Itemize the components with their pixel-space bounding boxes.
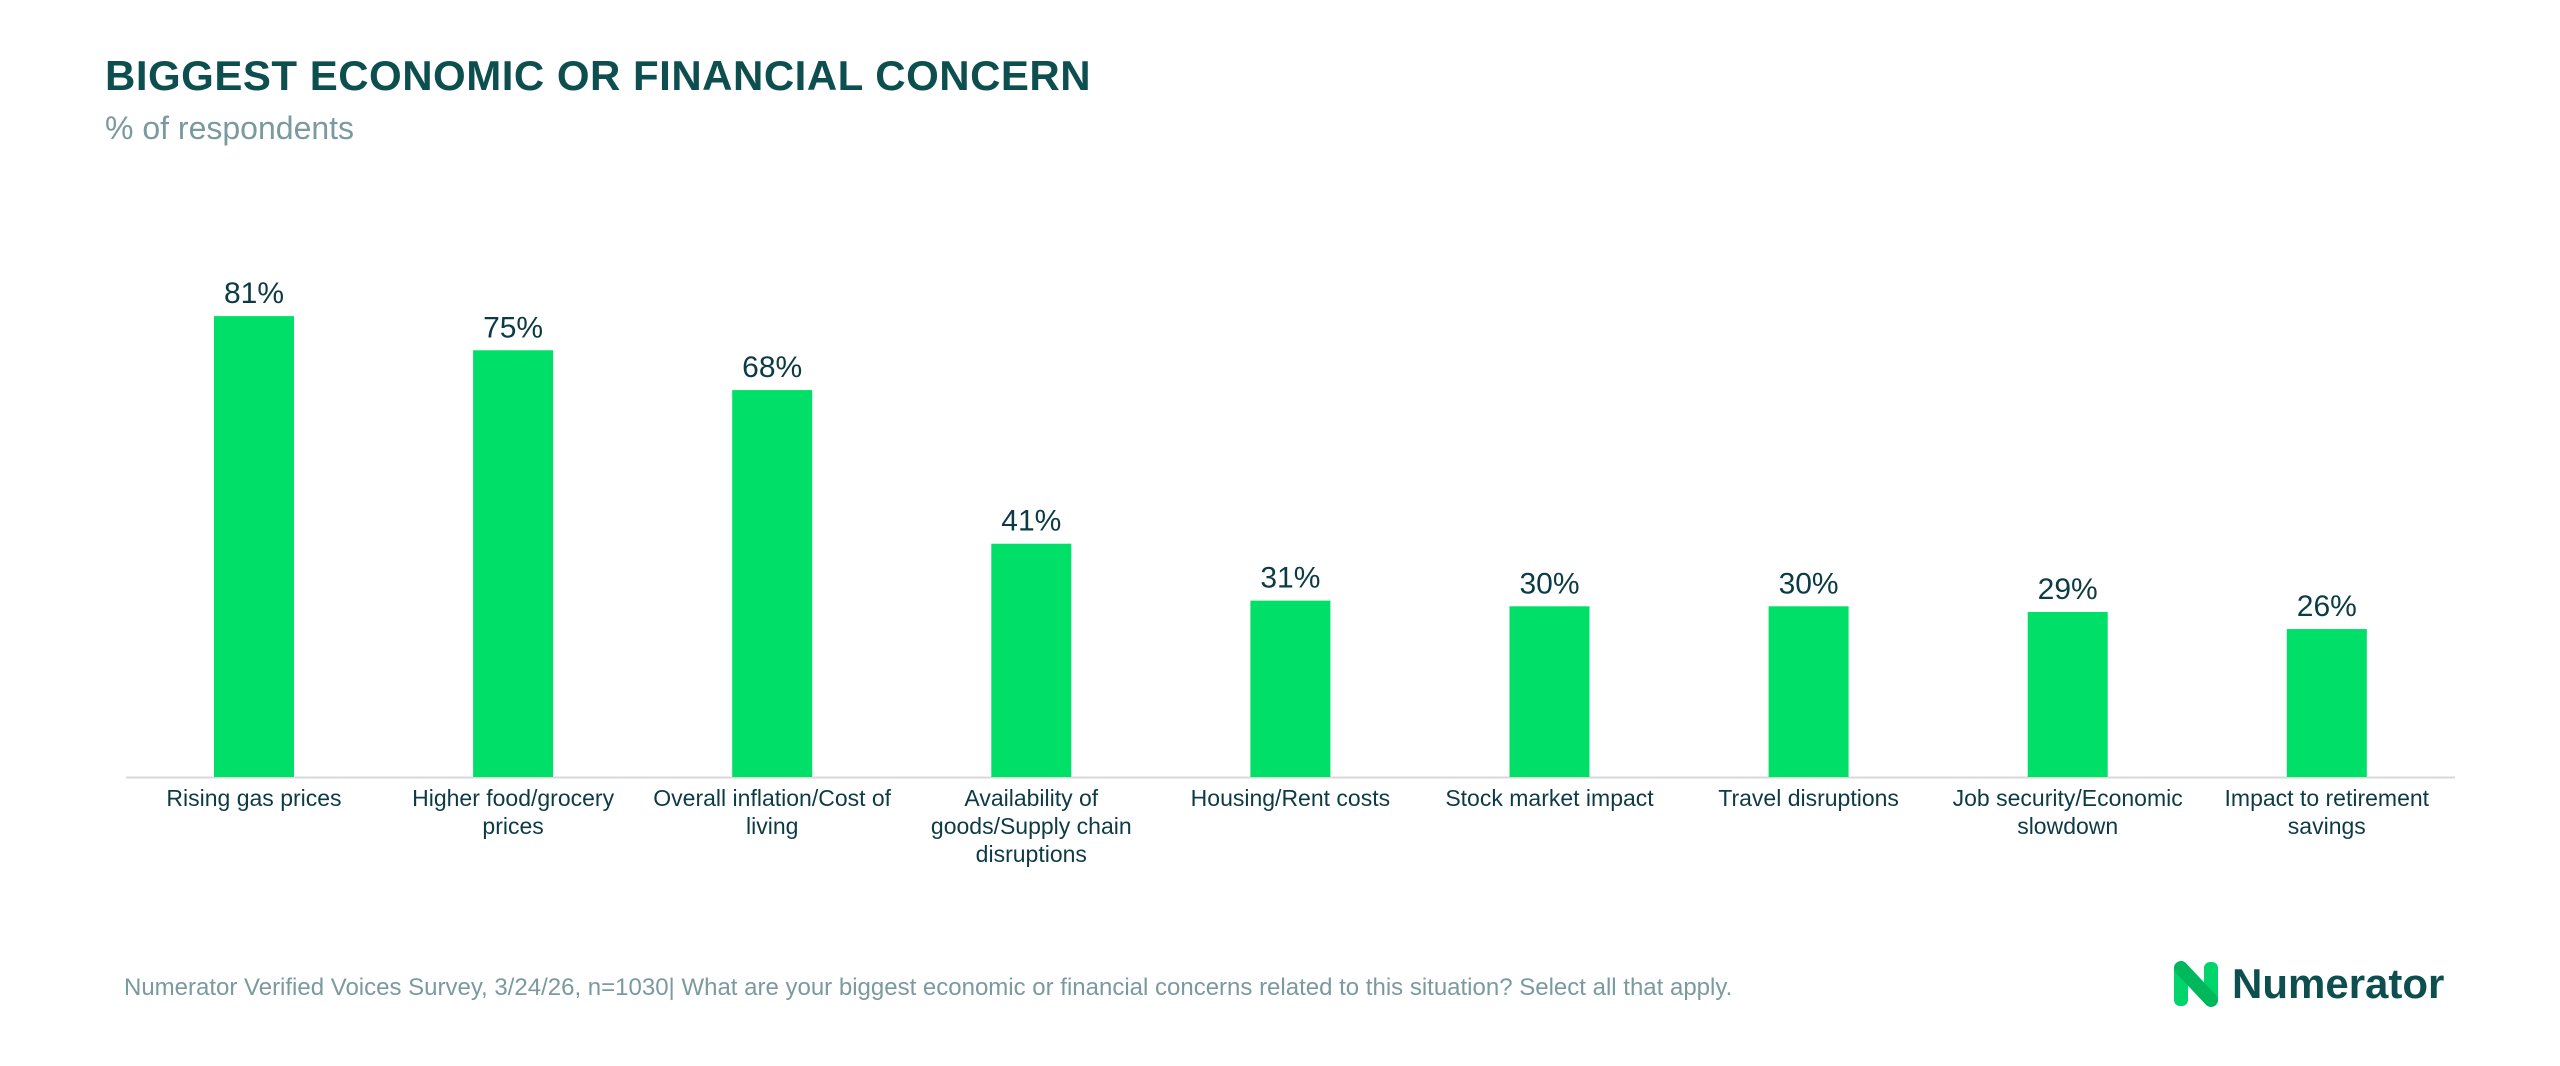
brand-name: Numerator bbox=[2232, 960, 2445, 1007]
data-label: 26% bbox=[2297, 590, 2357, 623]
category-label: Job security/Economic bbox=[1953, 785, 2183, 811]
data-label: 41% bbox=[1001, 505, 1061, 538]
category-label: Rising gas prices bbox=[166, 785, 341, 811]
data-label: 68% bbox=[742, 351, 802, 384]
bar bbox=[2286, 629, 2367, 777]
category-label: Housing/Rent costs bbox=[1191, 785, 1390, 811]
data-label: 31% bbox=[1260, 562, 1320, 595]
bar bbox=[1509, 606, 1590, 777]
category-label: Impact to retirement bbox=[2225, 785, 2430, 811]
category-label: Availability of bbox=[964, 785, 1098, 811]
data-label: 30% bbox=[1779, 567, 1839, 600]
data-label: 75% bbox=[483, 311, 543, 344]
category-label: disruptions bbox=[976, 841, 1087, 867]
category-label: Stock market impact bbox=[1445, 785, 1654, 811]
category-label: Travel disruptions bbox=[1718, 785, 1899, 811]
category-label: prices bbox=[482, 813, 543, 839]
category-label: savings bbox=[2288, 813, 2366, 839]
chart-title: BIGGEST ECONOMIC OR FINANCIAL CONCERN bbox=[105, 52, 1092, 99]
category-label: goods/Supply chain bbox=[931, 813, 1132, 839]
data-label: 30% bbox=[1519, 567, 1579, 600]
category-label: Higher food/grocery bbox=[412, 785, 614, 811]
category-label: slowdown bbox=[2017, 813, 2118, 839]
bar-chart: 81% Rising gas prices 75% Higher food/groce… bbox=[126, 277, 2455, 867]
bar bbox=[214, 316, 294, 777]
bar bbox=[2027, 611, 2108, 777]
bar bbox=[1250, 600, 1331, 777]
bar bbox=[991, 543, 1072, 777]
category-label: living bbox=[746, 813, 798, 839]
data-label: 29% bbox=[2038, 573, 2098, 606]
bar bbox=[473, 350, 554, 777]
numerator-n-icon bbox=[2174, 961, 2218, 1007]
data-label: 81% bbox=[224, 277, 284, 310]
source-footnote: Numerator Verified Voices Survey, 3/24/2… bbox=[124, 974, 1733, 1001]
numerator-logo: Numerator bbox=[2172, 960, 2444, 1008]
bar bbox=[732, 390, 813, 777]
bar bbox=[1768, 606, 1849, 777]
category-label: Overall inflation/Cost of bbox=[653, 785, 891, 811]
chart-subtitle: % of respondents bbox=[105, 110, 355, 146]
